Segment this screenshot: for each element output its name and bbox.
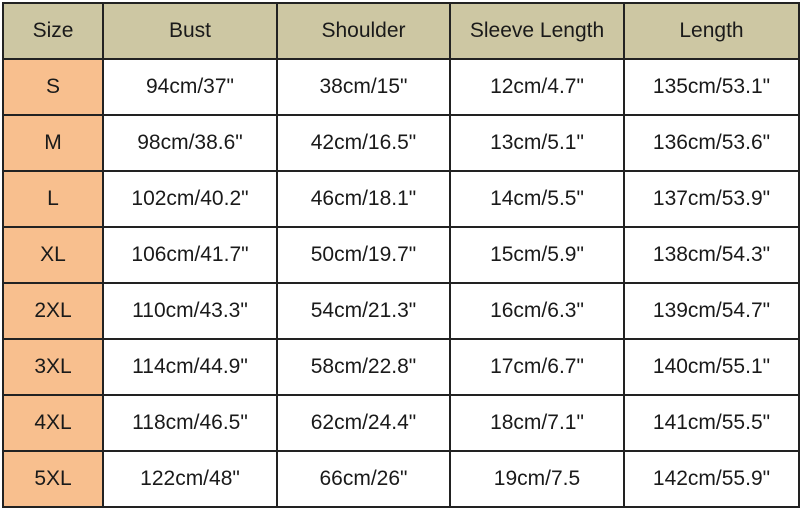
cell-bust: 106cm/41.7" <box>102 226 278 284</box>
cell-sleeve-length: 15cm/5.9" <box>449 226 625 284</box>
cell-bust: 122cm/48" <box>102 450 278 508</box>
cell-size: XL <box>2 226 104 284</box>
cell-sleeve-length: 19cm/7.5 <box>449 450 625 508</box>
cell-sleeve-length: 14cm/5.5" <box>449 170 625 228</box>
header-sleeve-length: Sleeve Length <box>449 2 625 60</box>
cell-length: 136cm/53.6" <box>623 114 800 172</box>
cell-size: L <box>2 170 104 228</box>
cell-length: 137cm/53.9" <box>623 170 800 228</box>
cell-length: 142cm/55.9" <box>623 450 800 508</box>
cell-shoulder: 58cm/22.8" <box>276 338 451 396</box>
cell-bust: 110cm/43.3" <box>102 282 278 340</box>
header-row: Size Bust Shoulder Sleeve Length Length <box>2 2 800 60</box>
cell-size: 3XL <box>2 338 104 396</box>
cell-sleeve-length: 12cm/4.7" <box>449 58 625 116</box>
cell-bust: 118cm/46.5" <box>102 394 278 452</box>
cell-sleeve-length: 18cm/7.1" <box>449 394 625 452</box>
cell-length: 139cm/54.7" <box>623 282 800 340</box>
cell-shoulder: 50cm/19.7" <box>276 226 451 284</box>
cell-size: 4XL <box>2 394 104 452</box>
table-row: 5XL 122cm/48" 66cm/26" 19cm/7.5 142cm/55.9" <box>2 450 800 508</box>
table-row: S 94cm/37" 38cm/15" 12cm/4.7" 135cm/53.1" <box>2 58 800 116</box>
cell-bust: 102cm/40.2" <box>102 170 278 228</box>
header-length: Length <box>623 2 800 60</box>
table-row: M 98cm/38.6" 42cm/16.5" 13cm/5.1" 136cm/53.6… <box>2 114 800 172</box>
table-row: 4XL 118cm/46.5" 62cm/24.4" 18cm/7.1" 141cm/5… <box>2 394 800 452</box>
cell-size: 2XL <box>2 282 104 340</box>
table-row: XL 106cm/41.7" 50cm/19.7" 15cm/5.9" 138cm/54… <box>2 226 800 284</box>
cell-shoulder: 38cm/15" <box>276 58 451 116</box>
cell-length: 140cm/55.1" <box>623 338 800 396</box>
cell-shoulder: 46cm/18.1" <box>276 170 451 228</box>
cell-shoulder: 42cm/16.5" <box>276 114 451 172</box>
header-shoulder: Shoulder <box>276 2 451 60</box>
cell-sleeve-length: 16cm/6.3" <box>449 282 625 340</box>
cell-shoulder: 54cm/21.3" <box>276 282 451 340</box>
cell-bust: 94cm/37" <box>102 58 278 116</box>
size-chart-table: Size Bust Shoulder Sleeve Length Length … <box>2 2 800 508</box>
cell-size: 5XL <box>2 450 104 508</box>
cell-length: 135cm/53.1" <box>623 58 800 116</box>
cell-size: M <box>2 114 104 172</box>
cell-length: 138cm/54.3" <box>623 226 800 284</box>
cell-bust: 98cm/38.6" <box>102 114 278 172</box>
cell-bust: 114cm/44.9" <box>102 338 278 396</box>
cell-sleeve-length: 13cm/5.1" <box>449 114 625 172</box>
cell-shoulder: 66cm/26" <box>276 450 451 508</box>
cell-sleeve-length: 17cm/6.7" <box>449 338 625 396</box>
cell-size: S <box>2 58 104 116</box>
header-size: Size <box>2 2 104 60</box>
header-bust: Bust <box>102 2 278 60</box>
cell-shoulder: 62cm/24.4" <box>276 394 451 452</box>
table-row: 2XL 110cm/43.3" 54cm/21.3" 16cm/6.3" 139cm/5… <box>2 282 800 340</box>
table-row: L 102cm/40.2" 46cm/18.1" 14cm/5.5" 137cm/53.… <box>2 170 800 228</box>
table-row: 3XL 114cm/44.9" 58cm/22.8" 17cm/6.7" 140cm/5… <box>2 338 800 396</box>
cell-length: 141cm/55.5" <box>623 394 800 452</box>
